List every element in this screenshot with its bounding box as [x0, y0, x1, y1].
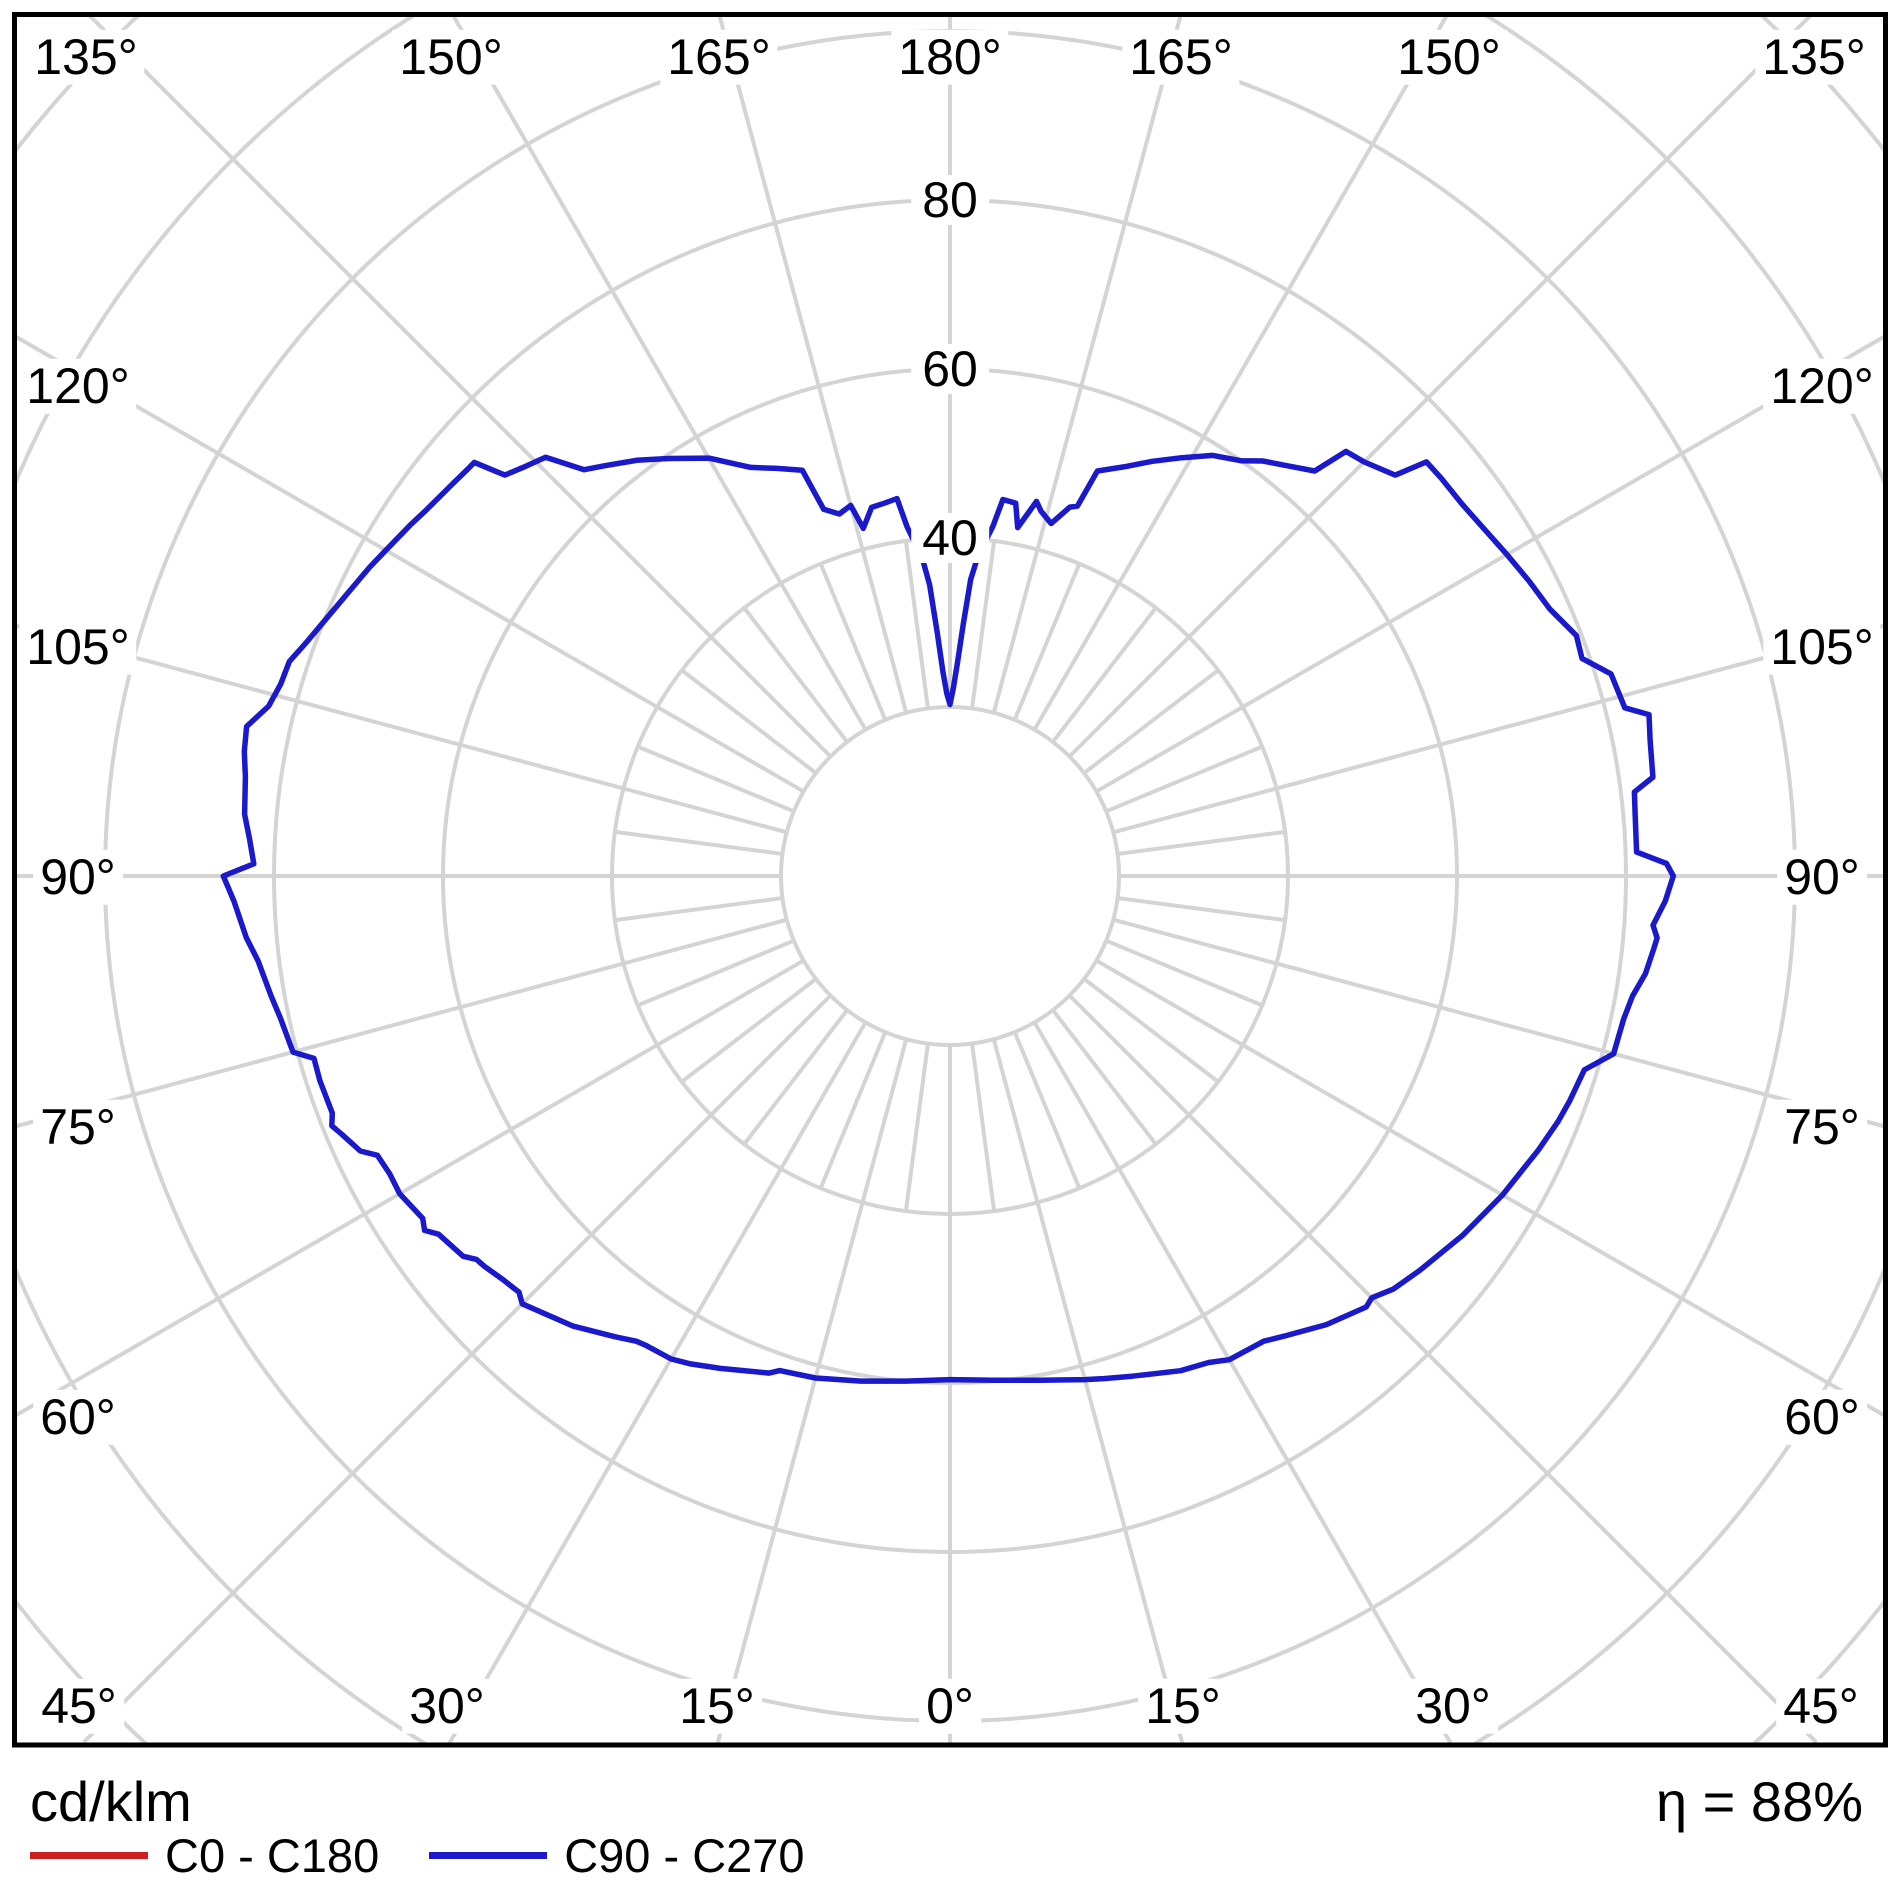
grid-spoke-major	[1095, 334, 1884, 794]
legend-label: C0 - C180	[165, 1828, 380, 1882]
grid-spoke-minor	[1082, 668, 1220, 775]
efficiency-label: η = 88%	[1655, 1770, 1863, 1833]
angle-label-75: 75°	[1777, 1099, 1867, 1155]
grid-spoke-major	[16, 623, 788, 835]
grid-spoke-minor	[680, 668, 818, 775]
curve-C90-C270	[220, 448, 1677, 1384]
grid-spoke-minor	[636, 938, 795, 1008]
grid-spoke-minor	[742, 606, 849, 744]
grid-spoke-minor	[614, 829, 783, 856]
grid-spoke-major	[1068, 994, 1818, 1743]
grid-spoke-major	[1112, 917, 1884, 1129]
grid-spoke-minor	[1117, 896, 1286, 923]
radial-label-80: 80	[911, 175, 989, 225]
angle-label-90: 90°	[1777, 849, 1867, 905]
legend: C0 - C180 C90 - C270	[30, 1830, 855, 1880]
grid-spoke-minor	[970, 1043, 997, 1212]
grid-spoke-major	[16, 334, 805, 794]
grid-spoke-major	[991, 16, 1183, 714]
angle-label-165: 165°	[1122, 29, 1240, 85]
angle-label-75: 75°	[33, 1099, 123, 1155]
angle-label-120: 120°	[19, 358, 137, 414]
grid-spoke-minor	[614, 896, 783, 923]
grid-spoke-major	[715, 1038, 909, 1743]
grid-spoke-minor	[1082, 977, 1220, 1084]
grid-spoke-minor	[1117, 829, 1286, 856]
angle-label-105: 105°	[19, 619, 137, 675]
grid-spoke-major	[82, 994, 832, 1743]
grid-spoke-major	[447, 1021, 868, 1743]
grid-spoke-major	[717, 16, 909, 714]
angle-label-180: 180°	[891, 29, 1009, 85]
angle-label-135: 135°	[1755, 29, 1873, 85]
grid-spoke-major	[1032, 16, 1449, 731]
grid-spoke-minor	[818, 562, 888, 721]
radial-unit-label: cd/klm	[30, 1770, 192, 1833]
angle-label-60: 60°	[33, 1389, 123, 1445]
angle-label-30: 30°	[402, 1678, 492, 1734]
grid-spoke-minor	[970, 540, 997, 709]
angle-label-15: 15°	[672, 1678, 762, 1734]
grid-spoke-minor	[1105, 938, 1264, 1008]
angle-label-120: 120°	[1763, 358, 1881, 414]
grid-spoke-minor	[1051, 606, 1158, 744]
grid-spoke-minor	[636, 744, 795, 814]
grid-spoke-major	[1032, 1021, 1453, 1743]
grid-spoke-minor	[903, 1043, 930, 1212]
legend-swatch-0	[30, 1851, 148, 1859]
grid-spoke-major	[451, 16, 868, 731]
grid-spoke-minor	[1012, 1031, 1082, 1190]
legend-swatch-1	[429, 1851, 548, 1859]
grid-spoke-major	[87, 16, 832, 758]
legend-entry-C0-C180: C0 - C180	[30, 1832, 379, 1879]
angle-label-45: 45°	[1776, 1678, 1866, 1734]
grid-spoke-major	[16, 917, 788, 1129]
angle-label-105: 105°	[1763, 619, 1881, 675]
grid-spoke-minor	[903, 540, 930, 709]
radial-label-60: 60	[911, 344, 989, 394]
grid-spoke-major	[1112, 623, 1884, 835]
grid-spoke-minor	[742, 1008, 849, 1146]
angle-label-0: 0°	[919, 1678, 981, 1734]
angle-label-165: 165°	[660, 29, 778, 85]
angle-label-135: 135°	[27, 29, 145, 85]
grid-spoke-minor	[1012, 562, 1082, 721]
angle-label-45: 45°	[34, 1678, 124, 1734]
grid-spoke-major	[991, 1038, 1185, 1743]
plot-frame	[12, 12, 1888, 1748]
grid-ring-20	[779, 705, 1121, 1047]
angle-label-15: 15°	[1138, 1678, 1228, 1734]
angle-label-30: 30°	[1408, 1678, 1498, 1734]
angle-label-60: 60°	[1777, 1389, 1867, 1445]
legend-label: C90 - C270	[564, 1828, 805, 1882]
angle-label-90: 90°	[33, 849, 123, 905]
radial-label-40: 40	[911, 513, 989, 563]
grid-spoke-major	[1068, 16, 1813, 758]
angle-label-150: 150°	[1390, 29, 1508, 85]
grid-spoke-minor	[1051, 1008, 1158, 1146]
grid-spoke-minor	[1105, 744, 1264, 814]
grid-spoke-minor	[680, 977, 818, 1084]
legend-entry-C90-C270: C90 - C270	[429, 1828, 805, 1882]
grid-spoke-minor	[818, 1031, 888, 1190]
angle-label-150: 150°	[392, 29, 510, 85]
